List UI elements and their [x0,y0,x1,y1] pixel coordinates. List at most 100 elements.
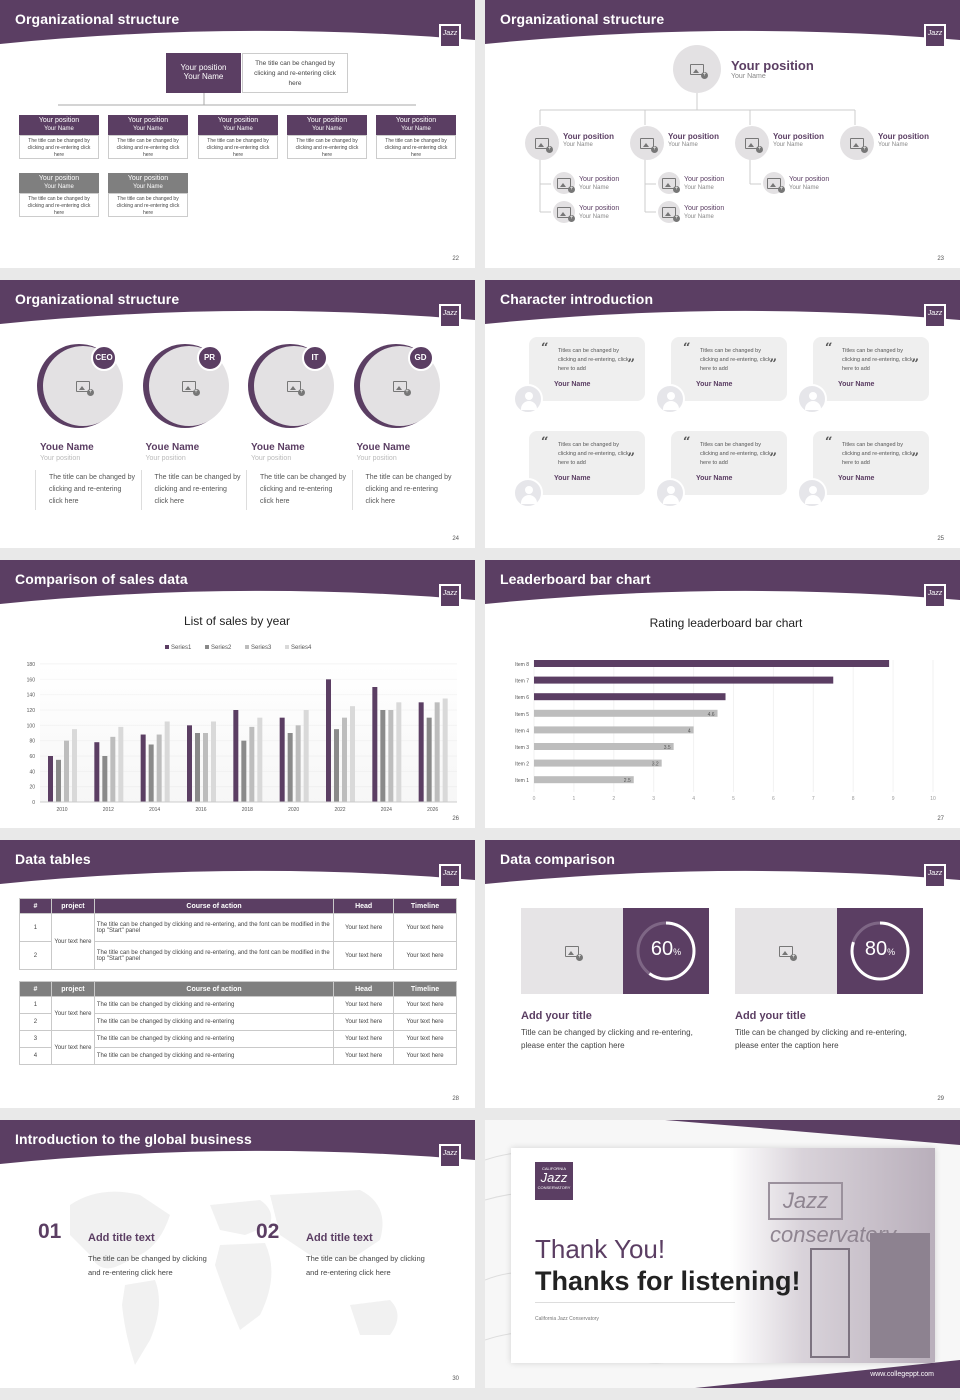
y-tick-label: 120 [27,708,36,714]
avatar-placeholder[interactable]: + [763,172,785,194]
school-name: California Jazz Conservatory [535,1316,599,1322]
slide-header: Organizational structure Jazz [0,0,475,48]
org-box-header[interactable]: Your position Your Name [108,173,188,193]
image-icon: + [690,63,708,79]
col-header: project [50,898,95,914]
org-box-desc: The title can be changed by clicking and… [108,193,188,217]
quote-close-icon: ” [769,357,777,372]
bar [72,729,77,802]
org-top-box[interactable]: Your position Your Name [166,53,241,93]
y-tick-label: 60 [29,754,35,760]
avatar-placeholder[interactable]: + [658,201,680,223]
top-position: Your position Your Name [731,58,814,80]
action-cell: The title can be changed by clicking and… [93,1013,335,1031]
avatar-placeholder[interactable]: + [735,126,769,160]
jazz-logo: Jazz [439,584,461,608]
slide-24[interactable]: Organizational structure Jazz + CEO Youe N… [0,280,475,548]
bar [249,726,255,802]
row-number: 4 [19,1047,52,1065]
legend-swatch [245,645,249,649]
quote-card[interactable]: “ ” Titles can be changed by clicking and … [529,431,645,495]
table-row[interactable]: 1 Your text here The title can be change… [19,913,457,970]
person-name: Youe Name [145,442,200,453]
website-url[interactable]: www.collegeppt.com [870,1371,934,1378]
col-header: Head [333,898,395,914]
table-row[interactable]: 2 The title can be changed by clicking a… [19,941,457,970]
plus-icon: + [756,145,763,153]
timeline-cell: Your text here [393,1030,457,1048]
quote-open-icon: “ [825,435,833,450]
position-label: Your position [127,175,169,182]
quote-card[interactable]: “ ” Titles can be changed by clicking and … [813,337,929,401]
slide-title: Data comparison [500,851,616,867]
slide-title: Data tables [15,851,91,867]
thanks-card: Jazz conservatory CALIFORNIA Jazz CONSER… [511,1148,935,1363]
slide-26[interactable]: Comparison of sales data Jazz List of sa… [0,560,475,828]
org-box-header[interactable]: Your position Your Name [198,115,278,135]
page-number: 24 [452,536,459,542]
plus-icon: + [861,145,868,153]
name-label: Your Name [878,142,908,148]
table-row[interactable]: 1 Your text here The title can be change… [19,996,457,1031]
org-connectors [58,93,416,106]
image-placeholder[interactable]: + [735,908,837,994]
slide-header: Data comparison Jazz [485,840,960,888]
image-placeholder[interactable]: + [521,908,623,994]
col-header: Timeline [393,981,457,997]
action-cell: The title can be changed by clicking and… [93,1030,335,1048]
avatar-placeholder[interactable]: + [553,201,575,223]
quote-close-icon: ” [769,451,777,466]
slide-31[interactable]: Jazz conservatory CALIFORNIA Jazz CONSER… [485,1120,960,1388]
slide-23[interactable]: Organizational structure Jazz + Your pos… [485,0,960,268]
building-photo: Jazz conservatory [730,1148,935,1363]
legend-swatch [205,645,209,649]
avatar-placeholder[interactable]: + [553,172,575,194]
position-label: Your position [579,205,620,212]
bar [48,756,53,802]
org-box-desc: The title can be changed by clicking and… [19,135,99,159]
x-tick-label: 0 [533,796,536,802]
org-box-header[interactable]: Your position Your Name [108,115,188,135]
table-row[interactable]: 3 Your text here The title can be change… [19,1030,457,1065]
table-row[interactable]: 2 The title can be changed by clicking a… [19,1013,457,1031]
avatar-placeholder[interactable]: + [630,126,664,160]
avatar-placeholder[interactable]: + [658,172,680,194]
slide-30[interactable]: Introduction to the global business Jazz… [0,1120,475,1388]
slide-29[interactable]: Data comparison Jazz +60% Add your title T… [485,840,960,1108]
quote-card[interactable]: “ ” Titles can be changed by clicking and … [671,431,787,495]
slide-27[interactable]: Leaderboard bar chart Jazz Rating leader… [485,560,960,828]
org-connectors [539,93,856,213]
jazz-logo: Jazz [439,304,461,328]
building-window [870,1233,930,1358]
quote-card[interactable]: “ ” Titles can be changed by clicking and … [813,431,929,495]
x-tick-label: 9 [892,796,895,802]
table-row[interactable]: 4 The title can be changed by clicking a… [19,1047,457,1065]
divider [140,470,142,510]
image-icon: + [767,177,785,193]
image-icon: + [565,945,583,961]
slide-22[interactable]: Organizational structure Jazz Your posit… [0,0,475,268]
percent-value: 80% [837,938,923,961]
org-box-header[interactable]: Your position Your Name [376,115,456,135]
org-box-header[interactable]: Your position Your Name [19,115,99,135]
slide-25[interactable]: Character introduction Jazz “” Titles can… [485,280,960,548]
head-cell: Your text here [333,913,395,942]
node-label: Your position Your Name [789,176,829,192]
world-map [70,1190,398,1365]
legend-label: Series2 [211,645,232,651]
top-avatar-placeholder[interactable]: + [673,45,721,93]
slide-28[interactable]: Data tables Jazz # project Course of act… [0,840,475,1108]
quote-card[interactable]: “ ” Titles can be changed by clicking and … [671,337,787,401]
avatar-placeholder[interactable]: + [840,126,874,160]
org-box-header[interactable]: Your position Your Name [19,173,99,193]
x-tick-label: 8 [852,796,855,802]
avatar-placeholder[interactable]: + [525,126,559,160]
role-badge: GD [407,345,434,371]
progress-arc [850,921,910,981]
quote-card[interactable]: “ ” Titles can be changed by clicking and … [529,337,645,401]
person-name: Youe Name [356,442,411,453]
bar [350,706,355,802]
org-box-header[interactable]: Your position Your Name [287,115,367,135]
quote-open-icon: “ [541,341,549,356]
name-label: Your Name [133,184,163,190]
